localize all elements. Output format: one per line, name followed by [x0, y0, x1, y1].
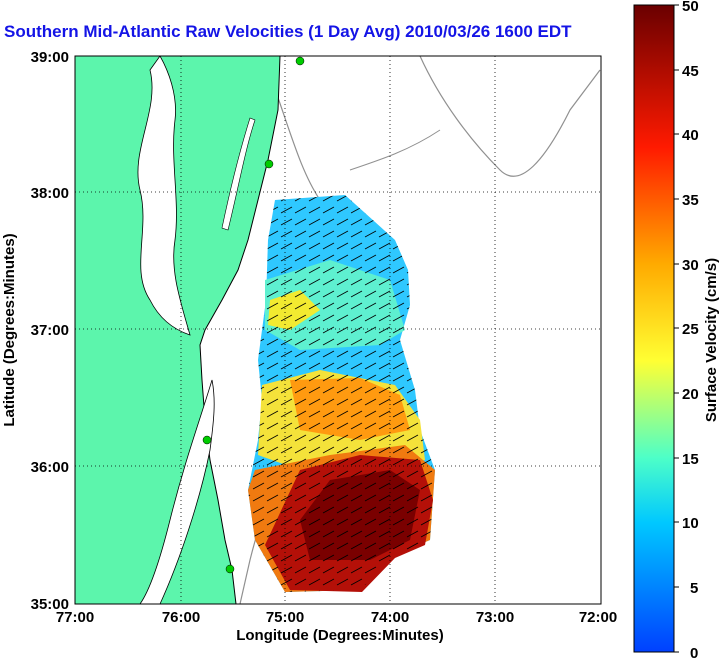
lon-tick-label: 73:00 — [476, 609, 514, 626]
x-axis-label: Longitude (Degrees:Minutes) — [236, 627, 444, 644]
colorbar-tick-label: 15 — [682, 451, 699, 468]
colorbar-tick-label: 10 — [682, 515, 699, 532]
y-axis-label: Latitude (Degrees:Minutes) — [1, 233, 18, 426]
colorbar-tick-label: 0 — [690, 645, 698, 659]
page-title: Southern Mid-Atlantic Raw Velocities (1 … — [4, 22, 572, 41]
inlet-water — [221, 117, 256, 231]
velocity-field — [248, 195, 435, 592]
lat-tick-label: 35:00 — [31, 596, 69, 613]
station-marker — [295, 56, 305, 66]
lat-tick-label: 37:00 — [31, 322, 69, 339]
chesapeake-bay — [137, 56, 191, 336]
bathymetry-contour — [419, 56, 601, 177]
station-marker — [202, 435, 212, 445]
station-marker — [225, 564, 235, 574]
lat-tick-label: 36:00 — [31, 459, 69, 476]
colorbar — [633, 4, 675, 653]
colorbar-tick-label: 25 — [682, 321, 699, 338]
plot-frame — [74, 55, 602, 605]
lat-tick-label: 38:00 — [31, 185, 69, 202]
colorbar-tick-label: 50 — [682, 0, 699, 15]
lat-tick-label: 39:00 — [31, 49, 69, 66]
pamlico-sound — [139, 379, 215, 604]
colorbar-ticks — [674, 4, 679, 653]
lon-tick-label: 77:00 — [56, 609, 94, 626]
colorbar-label: Surface Velocity (cm/s) — [703, 258, 720, 422]
lon-tick-label: 75:00 — [266, 609, 304, 626]
colorbar-tick-label: 20 — [682, 386, 699, 403]
colorbar-tick-label: 45 — [682, 63, 699, 80]
lon-tick-label: 76:00 — [162, 609, 200, 626]
colorbar-tick-label: 40 — [682, 127, 699, 144]
station-marker — [264, 159, 274, 169]
lon-tick-label: 72:00 — [579, 609, 617, 626]
colorbar-tick-label: 30 — [682, 257, 699, 274]
colorbar-tick-label: 5 — [690, 580, 698, 597]
bathymetry-contour — [349, 129, 441, 171]
lon-tick-label: 74:00 — [371, 609, 409, 626]
graticule — [75, 56, 601, 604]
colorbar-tick-label: 35 — [682, 192, 699, 209]
